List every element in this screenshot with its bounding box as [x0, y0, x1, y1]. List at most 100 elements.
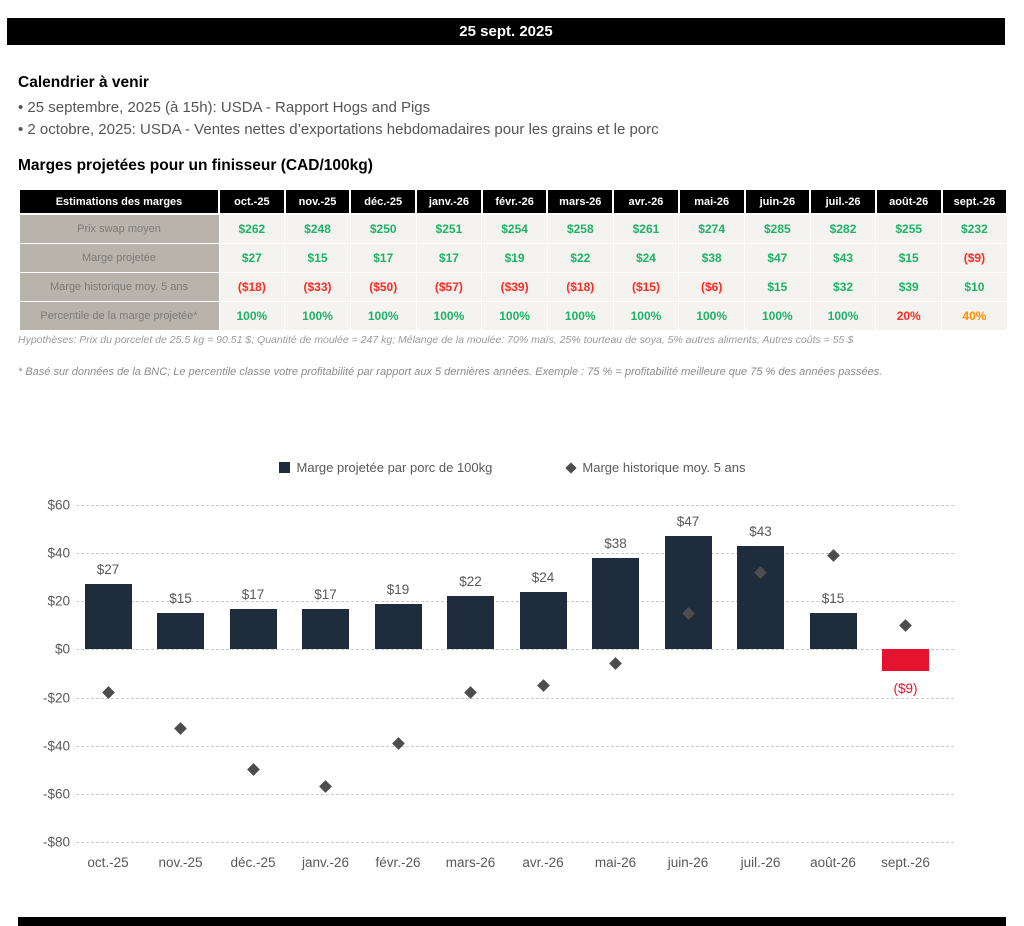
table-cell: ($6): [678, 272, 745, 302]
y-gridline: [76, 697, 954, 699]
table-cell: 20%: [875, 301, 943, 331]
calendar-title: Calendrier à venir: [18, 74, 149, 91]
table-cell: $262: [218, 213, 286, 244]
historical-margin-marker: [391, 736, 405, 750]
table-cell: ($9): [941, 243, 1008, 273]
table-footnote: * Basé sur données de la BNC; Le percent…: [18, 366, 883, 378]
x-axis-tick-label: déc.-25: [230, 855, 276, 870]
row-label: Marge projetée: [18, 243, 220, 273]
table-corner-header: Estimations des marges: [18, 188, 220, 215]
table-cell: $15: [875, 243, 943, 273]
historical-margin-marker: [609, 657, 622, 671]
margin-bar: [374, 603, 422, 650]
row-label: Marge historique moy. 5 ans: [18, 272, 220, 302]
table-cell: ($50): [349, 272, 417, 302]
x-axis-tick-label: nov.-25: [158, 855, 203, 870]
table-cell: 40%: [941, 301, 1008, 331]
margin-bar: [447, 596, 494, 650]
table-cell: $250: [349, 213, 417, 244]
legend-bar-label: Marge projetée par porc de 100kg: [296, 460, 493, 475]
margin-bar: [157, 613, 204, 650]
table-cell: $32: [809, 272, 877, 302]
calendar-item: • 25 septembre, 2025 (à 15h): USDA - Rap…: [18, 99, 431, 116]
month-column-header: sept.-26: [940, 188, 1009, 215]
table-cell: 100%: [612, 301, 680, 331]
table-cell: $258: [546, 213, 614, 244]
margin-bar: [519, 591, 567, 650]
y-gridline: [76, 745, 954, 747]
diamond-marker-icon: [565, 461, 578, 474]
table-cell: 100%: [481, 301, 548, 331]
x-axis-tick-label: avr.-26: [522, 855, 564, 870]
x-axis-tick-label: août-26: [810, 855, 856, 870]
calendar-list: • 25 septembre, 2025 (à 15h): USDA - Rap…: [18, 97, 659, 141]
table-row: Marge historique moy. 5 ans ($18) ($33) ($5…: [18, 272, 1008, 302]
bar-value-label: $27: [96, 562, 120, 578]
table-cell: ($33): [284, 272, 351, 302]
table-cell: 100%: [284, 301, 351, 331]
table-row: Marge projetée $27 $15 $17 $17 $19 $22 $24 $38 $4…: [18, 243, 1008, 273]
y-axis-tick-label: $40: [47, 545, 70, 561]
table-cell: $15: [284, 243, 351, 273]
table-cell: $261: [612, 213, 680, 244]
table-cell: $27: [218, 243, 286, 273]
table-cell: 100%: [678, 301, 745, 331]
table-cell: $39: [875, 272, 943, 302]
margin-bar: [84, 584, 132, 650]
table-cell: 100%: [744, 301, 811, 331]
table-cell: $22: [546, 243, 614, 273]
x-axis-tick-label: juin-26: [667, 855, 709, 870]
historical-margin-marker: [319, 780, 332, 793]
table-cell: $38: [678, 243, 745, 273]
section-divider-bar: [18, 917, 1006, 926]
bar-value-label: $47: [676, 514, 700, 530]
month-column-header: févr.-26: [480, 188, 549, 215]
bar-value-label: ($9): [893, 681, 918, 697]
y-axis-tick-label: -$40: [42, 738, 70, 754]
historical-margin-marker: [246, 763, 260, 777]
chart-legend: Marge projetée par porc de 100kg Marge h…: [0, 460, 1024, 475]
month-column-header: déc.-25: [349, 188, 418, 215]
month-column-header: mars-26: [546, 188, 615, 215]
table-cell: $274: [678, 213, 745, 244]
table-cell: $254: [481, 213, 548, 244]
table-cell: 100%: [546, 301, 614, 331]
table-cell: $10: [941, 272, 1008, 302]
margin-bar: [229, 608, 277, 650]
x-axis-tick-label: mai-26: [594, 855, 637, 870]
table-cell: $43: [809, 243, 877, 273]
report-date-header: 25 sept. 2025: [7, 18, 1005, 45]
table-cell: $232: [941, 213, 1008, 244]
y-axis-tick-label: -$80: [42, 834, 70, 850]
table-cell: 100%: [218, 301, 286, 331]
month-column-header: janv.-26: [415, 188, 483, 215]
margins-table: Estimations des marges oct.-25 nov.-25 déc.…: [18, 188, 1009, 331]
x-axis-tick-label: juil.-26: [740, 855, 781, 870]
historical-margin-marker: [826, 549, 840, 562]
margin-bar: [882, 649, 929, 672]
table-cell: $17: [415, 243, 483, 273]
y-axis-tick-label: $20: [47, 593, 70, 609]
historical-margin-marker: [536, 679, 550, 692]
table-cell: ($18): [546, 272, 614, 302]
bar-value-label: $43: [749, 523, 772, 539]
table-cell: ($15): [612, 272, 680, 302]
x-axis-tick-label: sept.-26: [881, 855, 930, 870]
table-cell: 100%: [349, 301, 417, 331]
table-cell: ($18): [218, 272, 286, 302]
bar-value-label: $17: [241, 586, 265, 602]
historical-margin-marker: [174, 722, 187, 736]
legend-item-marker: Marge historique moy. 5 ans: [565, 460, 745, 475]
row-label: Prix swap moyen: [18, 213, 220, 244]
table-row: Percentile de la marge projetée* 100% 100%…: [18, 301, 1008, 331]
margin-bar-chart: $60 $40 $20 $0 -$20 -$40 -$60 -$80 $27 oct.-25 $15…: [0, 490, 1024, 890]
month-column-header: juin-26: [743, 188, 812, 215]
margin-bar: [737, 545, 784, 650]
month-column-header: oct.-25: [218, 188, 286, 215]
table-cell: $248: [284, 213, 351, 244]
month-column-header: août-26: [874, 188, 943, 215]
month-column-header: juil.-26: [809, 188, 877, 215]
table-cell: $17: [349, 243, 417, 273]
y-axis-tick-label: -$20: [42, 690, 70, 706]
